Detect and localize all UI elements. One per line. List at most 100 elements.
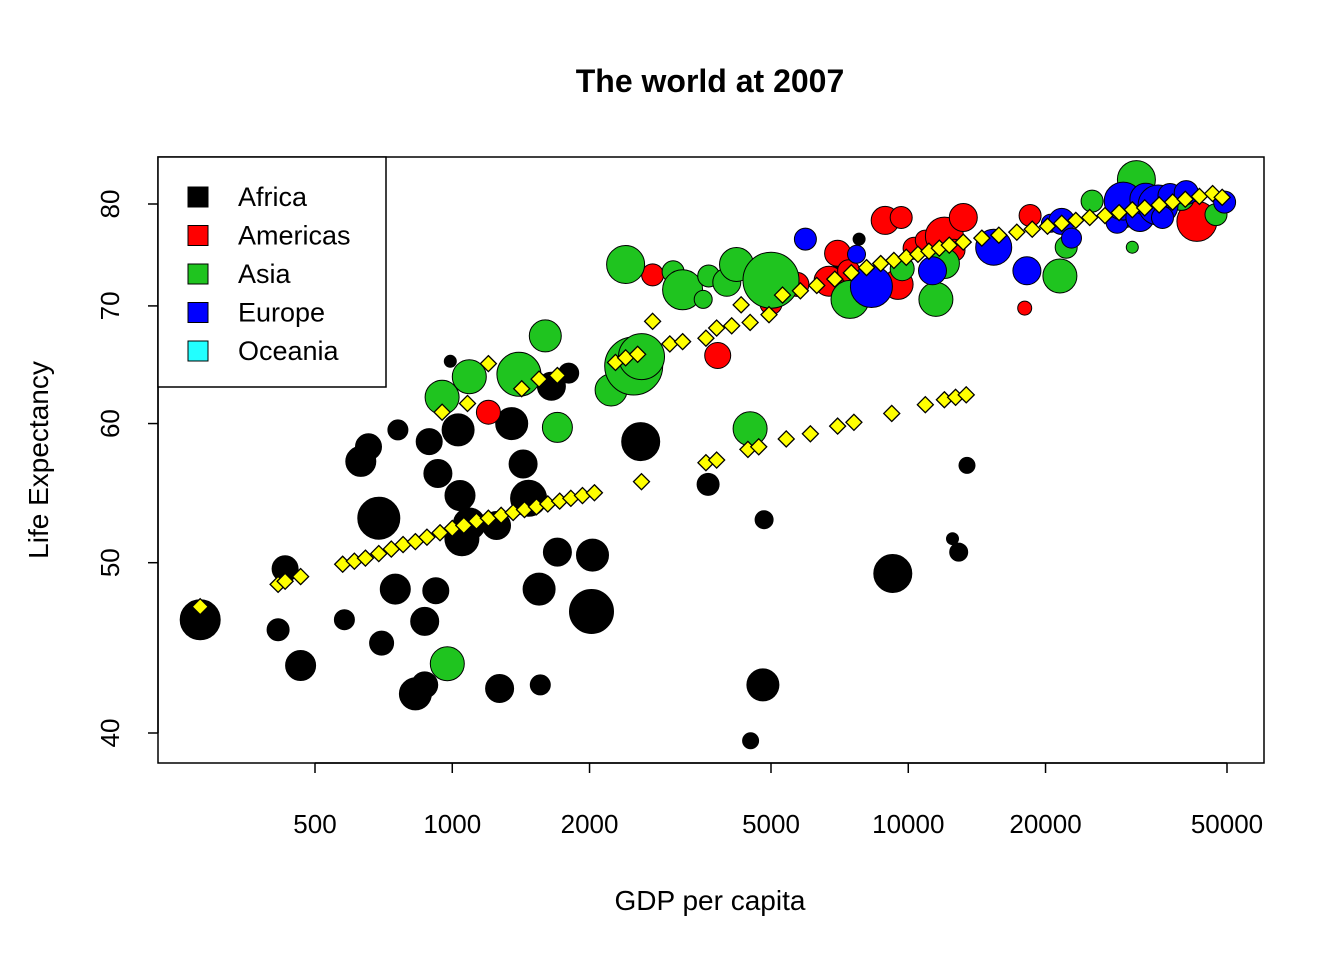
x-tick-label: 10000 (872, 809, 944, 839)
trend-marker-lower (707, 451, 726, 469)
trend-marker-lower (801, 424, 820, 443)
africa-point (529, 674, 551, 696)
legend: Africa Americas Asia Europe Oceania (157, 156, 387, 388)
africa-point (542, 537, 572, 567)
africa-point (443, 354, 457, 368)
y-axis-label: Life Expectancy (23, 361, 54, 559)
africa-point (873, 554, 913, 593)
y-tick-label: 70 (95, 291, 125, 320)
trend-marker-upper (479, 354, 498, 373)
trend-marker-upper (857, 258, 876, 277)
trend-marker-upper (643, 312, 662, 331)
trend-marker-lower (454, 516, 473, 535)
americas-point (1017, 300, 1033, 316)
trend-marker-lower (632, 472, 651, 491)
africa-point (415, 428, 443, 456)
x-tick-label: 1000 (423, 809, 481, 839)
europe-point (1012, 256, 1042, 286)
asia-point (1042, 258, 1078, 294)
africa-point (746, 668, 780, 702)
y-axis: 40 50 60 70 80 (95, 190, 159, 748)
asia-point (429, 646, 465, 682)
x-tick-label: 20000 (1009, 809, 1081, 839)
asia-point (1125, 240, 1139, 254)
x-tick-label: 50000 (1191, 809, 1263, 839)
asia-point (541, 411, 573, 443)
trend-marker-upper (972, 229, 991, 248)
trend-marker-upper (1023, 220, 1042, 239)
trend-marker-upper (773, 286, 792, 305)
africa-point (852, 232, 866, 246)
trend-marker-upper (530, 370, 548, 389)
africa-point (754, 510, 774, 530)
africa-point (357, 496, 401, 540)
trend-marker-upper (825, 270, 844, 289)
trend-marker-upper (512, 379, 531, 398)
americas-point (889, 206, 913, 229)
trend-marker-upper (1096, 206, 1114, 225)
africa-point (946, 532, 959, 546)
trend-marker-upper (732, 295, 751, 314)
trend-marker-lower (916, 395, 935, 414)
legend-label: Europe (238, 298, 325, 328)
trend-marker-upper (660, 334, 679, 353)
trend-marker-upper (807, 276, 826, 295)
africa-point (369, 630, 395, 656)
americas-point (704, 342, 732, 369)
asia-point (606, 245, 646, 284)
legend-label: Oceania (238, 336, 340, 366)
y-tick-label: 40 (95, 719, 125, 748)
trend-marker-upper (1213, 188, 1232, 207)
trend-marker-lower (418, 528, 436, 547)
legend-swatch (187, 263, 209, 285)
trend-marker-lower (845, 413, 863, 432)
trend-marker-lower (369, 544, 388, 563)
legend-swatch (187, 225, 209, 246)
legend-label: Americas (238, 221, 351, 251)
africa-point (576, 538, 609, 572)
trend-marker-lower (585, 483, 604, 502)
y-tick-label: 80 (95, 190, 125, 219)
europe-point (1061, 227, 1082, 249)
africa-point (696, 472, 720, 496)
africa-point (485, 674, 515, 703)
trend-marker-upper (791, 281, 810, 300)
legend-label: Asia (238, 259, 292, 289)
y-tick-label: 60 (95, 409, 125, 438)
trend-marker-upper (760, 305, 778, 324)
asia-point (693, 289, 713, 309)
x-tick-label: 500 (293, 809, 336, 839)
trend-marker-lower (957, 385, 976, 404)
legend-swatch (187, 186, 209, 208)
trend-layer (191, 184, 1232, 616)
trend-marker-upper (1052, 214, 1071, 233)
africa-point (495, 407, 529, 441)
asia-point (1080, 189, 1104, 213)
trend-marker-lower (276, 572, 295, 591)
asia-point (918, 281, 954, 317)
trend-marker-upper (673, 332, 692, 351)
legend-swatch (187, 302, 209, 323)
legend-label: Africa (238, 182, 308, 212)
trend-marker-upper (741, 313, 760, 332)
y-tick-label: 50 (95, 548, 125, 577)
asia-point (732, 411, 768, 447)
asia-point (662, 269, 704, 311)
africa-point (742, 732, 760, 750)
trend-marker-lower (356, 549, 375, 568)
trend-marker-upper (842, 263, 861, 282)
africa-point (569, 589, 614, 634)
africa-point (958, 456, 976, 474)
x-tick-label: 5000 (742, 809, 800, 839)
europe-point (918, 256, 947, 286)
trend-marker-upper (1038, 217, 1057, 236)
africa-point (387, 419, 409, 441)
europe-point (847, 244, 866, 264)
asia-point (528, 319, 562, 353)
africa-point (444, 480, 476, 511)
trend-marker-upper (707, 319, 726, 337)
americas-point (475, 399, 501, 425)
africa-point (422, 577, 450, 605)
africa-point (285, 650, 317, 681)
